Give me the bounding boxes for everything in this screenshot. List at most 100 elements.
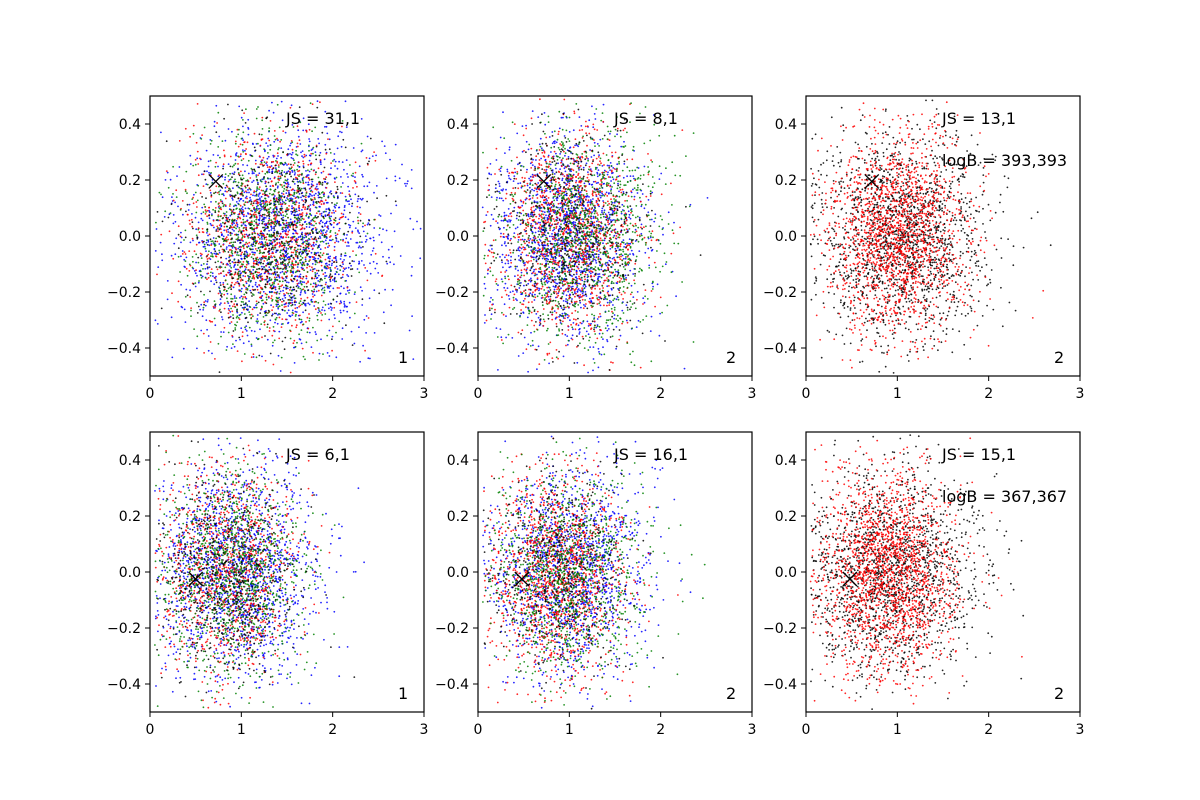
- data-point: [334, 317, 336, 320]
- data-point: [267, 309, 270, 312]
- data-point: [300, 238, 303, 241]
- data-point: [320, 260, 323, 263]
- data-point: [252, 289, 255, 291]
- data-point: [326, 352, 329, 354]
- data-point: [683, 367, 686, 370]
- data-point: [300, 342, 303, 345]
- data-point: [290, 251, 293, 254]
- y-tick-label: 0.2: [119, 173, 141, 189]
- data-point: [242, 221, 245, 224]
- data-point: [315, 171, 317, 174]
- data-point: [356, 216, 359, 219]
- data-point: [282, 248, 285, 251]
- data-point: [253, 172, 255, 175]
- data-point: [175, 237, 178, 240]
- data-point: [285, 305, 287, 308]
- data-point: [177, 255, 180, 258]
- data-point: [516, 265, 518, 268]
- data-point: [236, 207, 238, 210]
- data-point: [564, 154, 566, 157]
- data-point: [270, 236, 273, 238]
- data-point: [216, 122, 219, 124]
- data-point: [642, 297, 645, 300]
- data-point: [235, 238, 238, 241]
- data-point: [259, 292, 262, 295]
- data-point: [280, 209, 283, 212]
- data-point: [232, 305, 234, 308]
- data-point: [585, 162, 588, 165]
- data-point: [240, 221, 243, 224]
- data-point: [552, 229, 554, 232]
- data-point: [203, 352, 206, 354]
- data-point: [593, 256, 595, 258]
- data-point: [632, 175, 635, 178]
- data-point: [344, 222, 347, 225]
- data-point: [281, 268, 284, 271]
- data-point: [184, 260, 187, 262]
- data-point: [246, 141, 249, 144]
- data-point: [608, 145, 611, 148]
- data-point: [293, 189, 296, 192]
- data-point: [194, 216, 197, 219]
- data-point: [349, 316, 351, 319]
- data-point: [290, 296, 293, 299]
- data-point: [313, 277, 316, 280]
- data-point: [326, 334, 329, 337]
- data-point: [345, 198, 348, 201]
- data-point: [308, 138, 310, 140]
- data-point: [357, 195, 360, 198]
- data-point: [351, 202, 354, 205]
- data-point: [312, 326, 314, 329]
- data-point: [551, 142, 554, 145]
- data-point: [318, 222, 321, 224]
- data-point: [261, 336, 263, 339]
- data-point: [621, 203, 624, 206]
- data-point: [258, 166, 260, 169]
- data-point: [251, 277, 254, 280]
- data-point: [320, 171, 323, 174]
- y-tick-label: −0.2: [107, 285, 141, 301]
- data-point: [214, 250, 217, 253]
- js-annotation: JS = 31,1: [285, 109, 360, 128]
- data-point: [501, 261, 503, 264]
- data-point: [202, 185, 205, 188]
- data-point: [223, 286, 226, 289]
- data-point: [349, 224, 352, 227]
- data-point: [316, 276, 319, 279]
- data-point: [240, 116, 243, 119]
- data-point: [535, 201, 537, 204]
- data-point: [288, 200, 291, 202]
- data-point: [352, 175, 354, 178]
- data-point: [286, 153, 289, 155]
- data-point: [239, 276, 242, 279]
- data-point: [258, 271, 260, 274]
- data-point: [300, 151, 302, 154]
- data-point: [304, 196, 307, 199]
- data-point: [277, 166, 280, 168]
- data-point: [329, 255, 332, 258]
- data-point: [266, 283, 269, 286]
- data-point: [328, 211, 331, 214]
- data-point: [217, 235, 220, 238]
- data-point: [545, 187, 547, 190]
- data-point: [209, 274, 212, 277]
- data-point: [335, 331, 337, 334]
- data-point: [277, 181, 280, 184]
- data-point: [229, 262, 232, 265]
- data-point: [304, 260, 307, 263]
- data-point: [244, 152, 247, 155]
- data-point: [293, 239, 296, 241]
- data-point: [240, 184, 243, 187]
- data-point: [323, 236, 326, 239]
- data-point: [244, 328, 247, 331]
- data-point: [394, 175, 397, 178]
- data-point: [350, 268, 352, 271]
- data-point: [244, 272, 247, 274]
- data-point: [305, 242, 308, 245]
- data-point: [265, 255, 267, 258]
- data-point: [276, 249, 278, 252]
- data-point: [169, 178, 172, 181]
- data-point: [227, 238, 230, 241]
- data-point: [354, 171, 357, 174]
- data-point: [398, 177, 401, 180]
